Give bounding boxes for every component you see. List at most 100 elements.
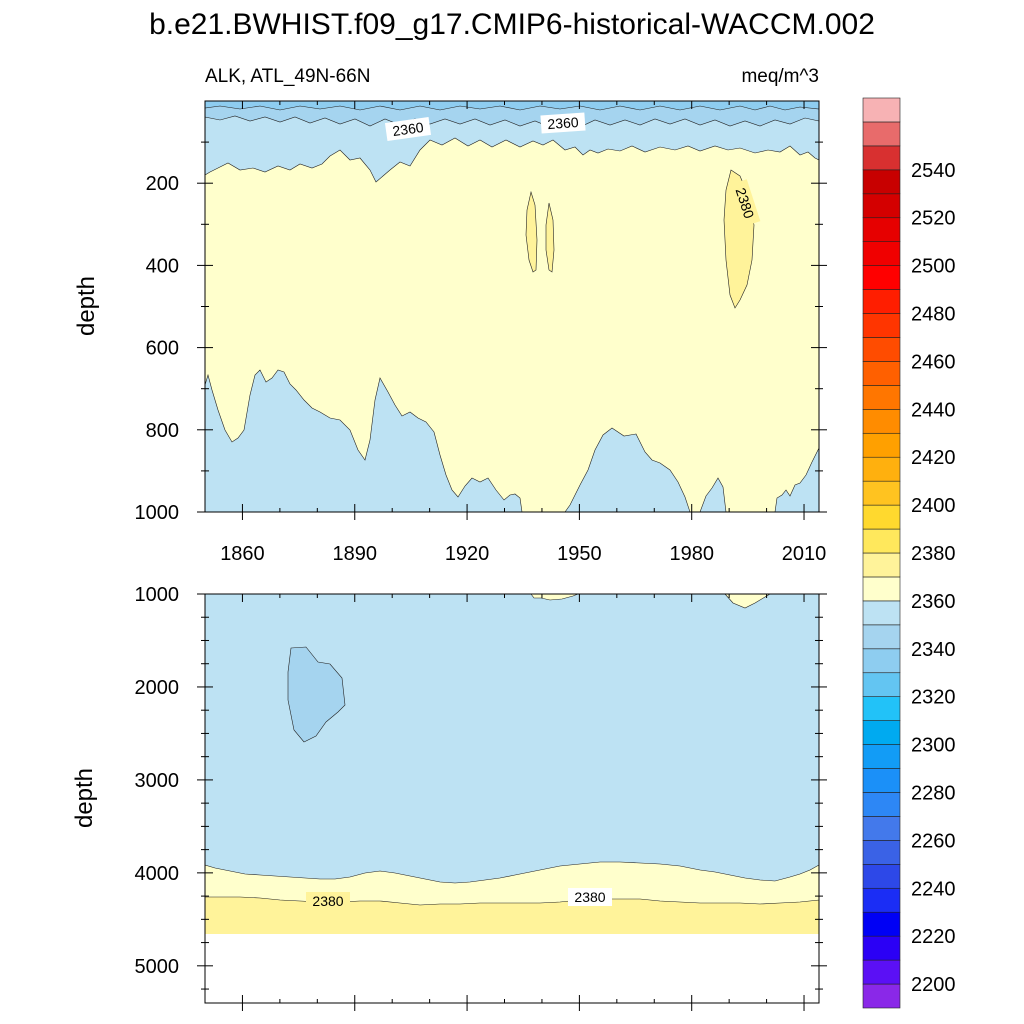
colorbar-label: 2340 (911, 639, 956, 661)
colorbar-swatch (862, 504, 901, 530)
colorbar-swatch (862, 911, 901, 937)
upper-contour-label-bg-3 (729, 179, 761, 227)
colorbar-swatch (862, 648, 901, 674)
colorbar-swatch (862, 624, 901, 650)
colorbar-swatch (862, 169, 901, 195)
colorbar-swatch (862, 672, 901, 697)
upper-y-tick-labels: 200 400 600 800 1000 (135, 173, 180, 524)
upper-top-layer-region (204, 100, 820, 111)
x-tick-label: 1950 (557, 543, 602, 565)
upper-contour-label-1: 2360 (391, 119, 424, 139)
colorbar-swatch (862, 241, 901, 266)
y-tick-label: 1000 (135, 502, 180, 524)
lower-y-axis-label: depth (71, 768, 98, 828)
colorbar-labels: 2200 2220 2240 2260 2280 2300 2320 2340 2360 2380… (911, 160, 956, 996)
colorbar-swatch (862, 959, 901, 985)
colorbar-label: 2280 (911, 782, 956, 804)
upper-2380-patch-b (545, 202, 555, 273)
colorbar-swatch (862, 337, 901, 362)
colorbar-label: 2220 (911, 926, 956, 948)
x-tick-label: 1980 (669, 543, 714, 565)
colorbar-swatch (862, 193, 901, 219)
colorbar-label: 2500 (911, 256, 956, 278)
upper-2380-patch-a (525, 190, 538, 273)
colorbar-swatch (862, 528, 901, 554)
lower-y-tick-labels: 1000 2000 3000 4000 5000 (135, 584, 180, 978)
lower-plot-area: 2380 2380 (204, 593, 820, 1003)
colorbar-swatch (862, 456, 901, 482)
x-tick-label: 1860 (220, 543, 265, 565)
upper-right-label: meq/m^3 (741, 66, 819, 87)
colorbar-label: 2400 (911, 495, 956, 517)
lower-axis-ticks (197, 593, 827, 1011)
colorbar-label: 2360 (911, 591, 956, 613)
colorbar-label: 2300 (911, 735, 956, 757)
upper-contour-label-bg-1 (384, 117, 432, 141)
upper-contour-labels: 2360 2360 2380 (384, 112, 761, 227)
colorbar-swatch (862, 480, 901, 506)
y-tick-label: 400 (146, 255, 179, 277)
y-tick-label: 600 (146, 338, 179, 360)
colorbar-swatch (862, 432, 901, 458)
colorbar-label: 2200 (911, 974, 956, 996)
colorbar-swatch (862, 576, 901, 602)
colorbar-swatch (862, 145, 901, 171)
x-tick-label: 1920 (445, 543, 490, 565)
colorbar-label: 2420 (911, 447, 956, 469)
colorbar-swatch (862, 935, 901, 961)
colorbar-label: 2540 (911, 160, 956, 182)
y-tick-label: 2000 (135, 677, 180, 699)
y-tick-label: 200 (146, 173, 179, 195)
lower-contour-label-bg-1 (306, 892, 350, 910)
colorbar-swatch (862, 983, 901, 1009)
x-tick-label: 2010 (782, 543, 827, 565)
colorbar-label: 2440 (911, 399, 956, 421)
upper-deep-lobe-middle (564, 427, 691, 513)
colorbar-swatch (862, 792, 901, 817)
upper-contour-label-2: 2360 (547, 114, 579, 132)
colorbar-label: 2380 (911, 543, 956, 565)
colorbar-swatch (862, 121, 901, 147)
colorbar-label: 2260 (911, 830, 956, 852)
colorbar-label: 2480 (911, 304, 956, 326)
upper-plot-area: 2360 2360 2380 (204, 100, 820, 513)
upper-x-tick-labels: 1860 1890 1920 1950 1980 2010 (220, 543, 826, 565)
colorbar-swatch (862, 600, 901, 626)
colorbar-swatch (862, 97, 901, 123)
upper-axis-ticks (197, 101, 827, 520)
colorbar-swatch (862, 409, 901, 434)
colorbar-swatch (862, 265, 901, 290)
colorbar-swatch (862, 552, 901, 578)
colorbar-swatch (862, 840, 901, 865)
lower-2350-patch (287, 646, 346, 743)
x-tick-label: 1890 (333, 543, 378, 565)
colorbar-label: 2460 (911, 351, 956, 373)
lower-plot-frame (204, 593, 820, 1004)
colorbar-label: 2320 (911, 687, 956, 709)
colorbar-swatch (862, 361, 901, 386)
colorbar-swatch (862, 313, 901, 338)
colorbar-swatch (862, 816, 901, 841)
upper-left-label: ALK, ATL_49N-66N (205, 66, 370, 87)
colorbar-swatch (862, 696, 901, 721)
y-tick-label: 1000 (135, 584, 180, 606)
colorbar-swatch (862, 744, 901, 769)
upper-panel: ALK, ATL_49N-66N meq/m^3 2360 2360 (73, 66, 827, 565)
colorbar-swatch (862, 217, 901, 242)
lower-panel: 2380 2380 1000 2000 3000 4000 5000 depth (71, 584, 827, 1011)
lower-contour-label-bg-2 (568, 888, 612, 906)
colorbar-swatch (862, 887, 901, 913)
y-tick-label: 800 (146, 420, 179, 442)
upper-contour-label-bg-2 (540, 112, 586, 134)
lower-contour-label-1: 2380 (312, 893, 343, 909)
colorbar-swatch (862, 385, 901, 410)
lower-deep-water-region (204, 593, 820, 884)
colorbar-swatch (862, 720, 901, 745)
y-tick-label: 4000 (135, 863, 180, 885)
y-tick-label: 3000 (135, 770, 180, 792)
colorbar-swatch (862, 864, 901, 889)
upper-y-axis-label: depth (73, 276, 100, 336)
upper-deep-lobe-west (204, 369, 523, 513)
colorbar-label: 2240 (911, 878, 956, 900)
